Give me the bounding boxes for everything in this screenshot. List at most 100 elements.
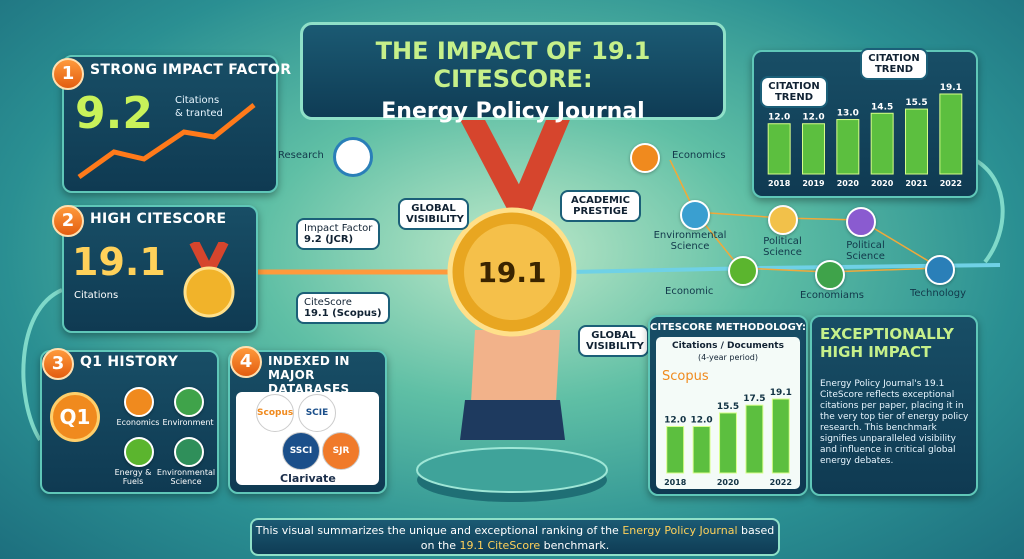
network-node: Environmental Science: [653, 230, 727, 252]
note: Citations: [74, 290, 119, 301]
citescore-value: 19.1: [72, 240, 166, 284]
x-tick-label: 2022: [770, 478, 792, 487]
metric-value: 19.1 (Scopus): [304, 308, 382, 319]
chart-title: CITESCORE METHODOLOGY:: [650, 322, 806, 333]
title: THE IMPACT OF 19.1 CITESCORE:: [375, 37, 651, 93]
methodology-chart: 12.0 2018 12.0 15.5 2020 17.5 19.1 2022: [664, 388, 792, 487]
summary-panel: EXCEPTIONALLY HIGH IMPACT Energy Policy …: [810, 315, 978, 496]
trend-chart: 12.0 2018 12.0 2019 13.0 2020 14.5 2020 15.5 2021…: [767, 83, 963, 188]
x-tick-label: 2020: [837, 179, 860, 188]
impact-factor-panel: [62, 55, 278, 193]
value-label: 19.1: [770, 388, 792, 398]
value-label: 12.0: [768, 113, 790, 123]
metric-name: Impact Factor: [304, 223, 373, 234]
medal-value: 19.1: [477, 256, 547, 289]
bar: [905, 108, 928, 175]
node-icon: [630, 143, 660, 173]
footer-text: This visual summarizes the unique and ex…: [255, 524, 623, 537]
value-label: 19.1: [940, 83, 962, 93]
subject-icon: [124, 437, 154, 467]
trend-arrow: [77, 103, 256, 180]
subject-icon: [124, 387, 154, 417]
q1-ribbon: Q1: [50, 392, 100, 442]
node-icon: [925, 255, 955, 285]
badge: 2: [52, 205, 84, 237]
chart-source: Scopus: [662, 369, 709, 384]
bar: [745, 404, 764, 474]
x-tick-label: 2020: [717, 478, 740, 487]
value-label: 15.5: [905, 98, 927, 108]
x-tick-label: 2020: [871, 179, 894, 188]
x-tick-label: 2018: [664, 478, 687, 487]
callout: GLOBAL VISIBILITY: [398, 198, 469, 230]
footer-text: based on the: [420, 524, 775, 552]
badge: 1: [52, 58, 84, 90]
footer-text: benchmark.: [540, 539, 610, 552]
callout: Impact Factor 9.2 (JCR): [296, 218, 381, 250]
logo: SCIE: [298, 394, 336, 432]
x-tick-label: 2022: [940, 179, 962, 188]
value-label: 15.5: [717, 402, 739, 412]
footer-highlight: Energy Policy Journal: [622, 524, 738, 537]
research-icon: [333, 137, 373, 177]
node-icon: [768, 205, 798, 235]
badge: 3: [42, 348, 74, 380]
logo: Clarivate: [280, 472, 336, 485]
bar: [771, 398, 790, 474]
subject: Economics: [116, 418, 160, 427]
bar: [870, 112, 894, 175]
panel-heading: STRONG IMPACT FACTOR: [90, 62, 292, 78]
footer-highlight: 19.1 CiteScore: [459, 539, 541, 552]
logo: Scopus: [256, 394, 294, 432]
node-icon: [846, 207, 876, 237]
summary-body: Energy Policy Journal's 19.1 CiteScore r…: [820, 379, 969, 466]
subtitle: Energy Policy Journal: [381, 99, 645, 124]
node-icon: [728, 256, 758, 286]
summary-heading: EXCEPTIONALLY HIGH IMPACT: [820, 325, 954, 361]
badge: 4: [230, 346, 262, 378]
node-icon: [815, 260, 845, 290]
network-node: Technology: [910, 288, 967, 299]
bar: [767, 123, 791, 175]
note: Citations: [175, 95, 220, 106]
bar: [939, 93, 963, 175]
chart-title: CITATION TREND: [860, 48, 928, 80]
footer: This visual summarizes the unique and ex…: [250, 518, 780, 556]
x-tick-label: 2021: [905, 179, 928, 188]
panel-heading: HIGH CITESCORE: [90, 211, 227, 227]
node-icon: [680, 200, 710, 230]
note: & tranted: [175, 108, 223, 119]
network-node: Political Science: [763, 236, 802, 258]
callout: CiteScore 19.1 (Scopus): [296, 292, 390, 324]
bar: [836, 119, 860, 175]
callout: ACADEMIC PRESTIGE: [560, 190, 641, 222]
chart-subtitle: Citations / Documents: [672, 341, 784, 351]
subject: Environmental Science: [156, 468, 216, 486]
metric-name: CiteScore: [304, 297, 352, 308]
callout: GLOBAL VISIBILITY: [578, 325, 649, 357]
x-tick-label: 2018: [768, 179, 791, 188]
value-label: 13.0: [837, 109, 859, 119]
metric-value: 9.2 (JCR): [304, 234, 354, 245]
chart-period: (4-year period): [698, 353, 758, 362]
subject-icon: [174, 387, 204, 417]
x-tick-label: 2019: [802, 179, 825, 188]
subject-icon: [174, 437, 204, 467]
panel-heading: Q1 HISTORY: [80, 354, 179, 370]
network-node: Economiams: [800, 290, 864, 301]
subject: Environment: [162, 418, 214, 427]
chart-title: CITATION TREND: [760, 76, 828, 108]
bar: [692, 426, 711, 474]
bar: [666, 426, 685, 474]
logo: SSCI: [282, 432, 320, 470]
citescore-panel: [62, 205, 258, 333]
bar: [802, 123, 825, 175]
value-label: 12.0: [690, 416, 712, 426]
network-node: Political Science: [846, 240, 885, 262]
impact-factor-value: 9.2: [75, 88, 153, 139]
value-label: 12.0: [664, 416, 686, 426]
title-banner: THE IMPACT OF 19.1 CITESCORE: Energy Pol…: [300, 22, 726, 124]
subject: Energy & Fuels: [114, 468, 152, 486]
